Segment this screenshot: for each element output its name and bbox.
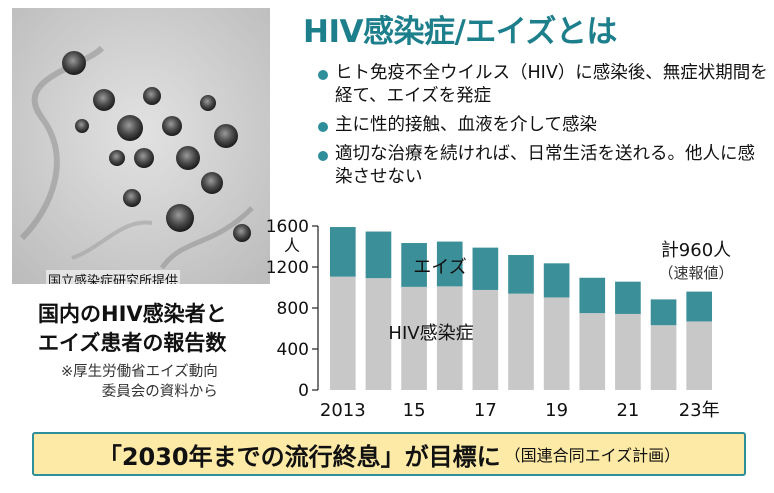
x-tick-label: 23年 <box>679 400 720 421</box>
bar-aids-segment <box>615 281 641 314</box>
banner-sub-text: （国連合同エイズ計画） <box>504 446 681 465</box>
bullet-dot-icon <box>318 70 328 80</box>
x-tick-label: 17 <box>474 400 497 421</box>
bullet-item: 適切な治療を続ければ、日常生活を送れる。他人に感染させない <box>318 143 768 189</box>
series-label-aids: エイズ <box>413 257 466 278</box>
bar-hiv-segment <box>615 313 641 390</box>
hiv-micrograph-photo: 国立感染症研究所提供 <box>12 8 270 284</box>
bar-aids-segment <box>579 277 606 314</box>
y-tick-label: 400 <box>277 340 309 360</box>
series-label-hiv: HIV感染症 <box>388 323 473 344</box>
chart-title-line: エイズ患者の報告数 <box>38 331 227 355</box>
page-title: HIV感染症/エイズとは <box>303 14 617 50</box>
bar-aids-segment <box>472 247 499 290</box>
bar-hiv-segment <box>401 286 427 390</box>
bullet-list: ヒト免疫不全ウイルス（HIV）に感染後、無症状期間を経て、エイズを発症 主に性的… <box>318 62 768 195</box>
bar-hiv-segment <box>508 293 534 390</box>
bullet-item: 主に性的接触、血液を介して感染 <box>318 114 768 137</box>
bar-aids-segment <box>543 263 570 298</box>
goal-banner: 「2030年までの流行終息」が目標に （国連合同エイズ計画） <box>32 432 746 476</box>
bullet-dot-icon <box>318 151 328 161</box>
banner-main-text: 「2030年までの流行終息」が目標に <box>97 442 501 471</box>
bar-hiv-segment <box>329 276 356 390</box>
bar-aids-segment <box>650 299 677 326</box>
y-tick-label: 800 <box>277 299 309 319</box>
bar-hiv-segment <box>472 289 499 390</box>
preliminary-annotation: （速報値） <box>658 264 733 282</box>
x-tick-label: 15 <box>403 400 426 421</box>
bar-aids-segment <box>508 255 534 294</box>
x-tick-label: 2013 <box>320 400 366 421</box>
chart-title: 国内のHIV感染者と エイズ患者の報告数 <box>38 300 227 358</box>
y-tick-label: 1200 <box>266 258 309 278</box>
photo-credit: 国立感染症研究所提供 <box>46 270 181 284</box>
bar-aids-segment <box>365 231 392 279</box>
chart-title-line: 国内のHIV感染者と <box>38 302 227 326</box>
bar-hiv-segment <box>650 325 677 390</box>
bar-hiv-segment <box>686 321 713 390</box>
bar-aids-segment <box>436 241 463 287</box>
y-tick-label: 0 <box>298 381 309 401</box>
y-tick-label: 1600 <box>266 217 309 237</box>
bar-aids-segment <box>401 243 427 287</box>
bullet-text: 主に性的接触、血液を介して感染 <box>335 115 597 135</box>
x-tick-label: 21 <box>616 400 639 421</box>
bar-hiv-segment <box>436 286 463 390</box>
bullet-dot-icon <box>318 122 328 132</box>
source-line: ※厚生労働省エイズ動向 <box>61 364 218 380</box>
total-annotation: 計960人 <box>661 240 731 261</box>
bullet-text: 適切な治療を続ければ、日常生活を送れる。他人に感染させない <box>335 144 755 187</box>
bar-aids-segment <box>329 227 356 277</box>
bar-aids-segment <box>686 291 713 322</box>
bar-hiv-segment <box>365 278 392 390</box>
y-unit-label: 人 <box>284 236 300 255</box>
bar-hiv-segment <box>543 297 570 390</box>
chart-source-note: ※厚生労働省エイズ動向 委員会の資料から <box>61 362 218 402</box>
micrograph-image <box>12 8 270 284</box>
source-line: 委員会の資料から <box>101 384 218 400</box>
bullet-text: ヒト免疫不全ウイルス（HIV）に感染後、無症状期間を経て、エイズを発症 <box>335 63 768 106</box>
x-tick-label: 19 <box>545 400 568 421</box>
bullet-item: ヒト免疫不全ウイルス（HIV）に感染後、無症状期間を経て、エイズを発症 <box>318 62 768 108</box>
bar-hiv-segment <box>579 313 606 390</box>
